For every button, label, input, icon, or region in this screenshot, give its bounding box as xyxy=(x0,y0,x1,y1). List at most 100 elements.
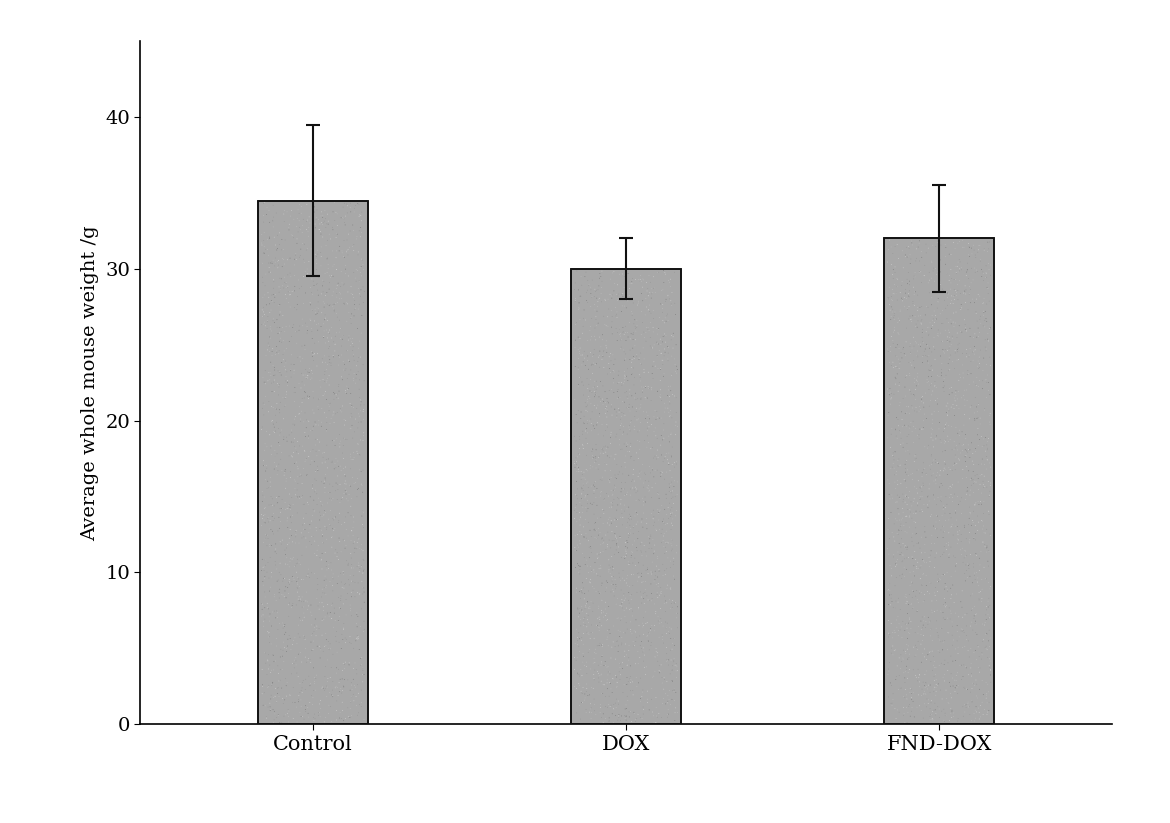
Point xyxy=(928,329,947,342)
Point xyxy=(886,602,904,615)
Point xyxy=(278,703,297,716)
Point xyxy=(283,570,302,583)
Point xyxy=(596,464,614,477)
Point xyxy=(627,319,646,332)
Point xyxy=(661,280,680,293)
Point xyxy=(603,489,621,502)
Point xyxy=(302,538,321,551)
Point xyxy=(338,249,357,262)
Point xyxy=(971,477,990,491)
Point xyxy=(882,679,901,692)
Point xyxy=(302,635,321,649)
Point xyxy=(580,384,599,398)
Point xyxy=(941,547,959,560)
Point xyxy=(308,549,326,562)
Point xyxy=(587,619,606,632)
Point xyxy=(351,434,370,447)
Point xyxy=(921,342,940,355)
Point xyxy=(928,585,947,598)
Point xyxy=(654,529,673,542)
Point xyxy=(903,551,922,565)
Point xyxy=(892,518,910,531)
Point xyxy=(935,434,954,447)
Point xyxy=(317,573,336,586)
Point xyxy=(977,481,996,494)
Point xyxy=(619,295,638,308)
Point xyxy=(329,477,347,491)
Point xyxy=(617,370,635,383)
Point xyxy=(287,488,305,501)
Point xyxy=(901,369,920,382)
Point xyxy=(956,567,975,580)
Point xyxy=(333,597,352,611)
Point xyxy=(580,632,599,645)
Point xyxy=(629,708,648,721)
Point xyxy=(261,480,280,493)
Point xyxy=(654,620,673,633)
Point xyxy=(632,416,651,429)
Point xyxy=(634,700,653,714)
Point xyxy=(649,707,668,720)
Point xyxy=(940,676,958,689)
Point xyxy=(888,514,907,528)
Point xyxy=(270,309,289,322)
Point xyxy=(952,439,971,453)
Point xyxy=(935,501,954,514)
Point xyxy=(303,424,322,437)
Point xyxy=(297,327,316,340)
Point xyxy=(343,410,362,423)
Point xyxy=(605,534,624,547)
Point xyxy=(352,253,371,266)
Point xyxy=(957,444,976,458)
Point xyxy=(896,454,915,467)
Point xyxy=(928,614,947,627)
Point xyxy=(972,573,991,586)
Point xyxy=(968,263,986,277)
Point xyxy=(339,573,358,586)
Point xyxy=(640,305,659,319)
Point xyxy=(276,709,295,722)
Point xyxy=(573,438,592,451)
Point xyxy=(352,651,371,664)
Point xyxy=(961,507,979,520)
Point xyxy=(340,225,359,238)
Point xyxy=(648,384,667,398)
Point xyxy=(289,351,308,365)
Point xyxy=(324,492,343,505)
Point xyxy=(263,676,282,689)
Point xyxy=(303,691,322,704)
Point xyxy=(922,430,941,444)
Point xyxy=(335,250,353,263)
Point xyxy=(296,594,315,607)
Point xyxy=(936,258,955,271)
Point xyxy=(916,688,935,701)
Point xyxy=(922,256,941,269)
Point xyxy=(331,594,350,607)
Point xyxy=(882,330,901,343)
Point xyxy=(569,461,587,474)
Point xyxy=(314,286,332,299)
Point xyxy=(349,706,367,719)
Point xyxy=(916,677,935,690)
Point xyxy=(270,366,289,379)
Point xyxy=(970,650,989,663)
Point xyxy=(318,672,337,685)
Point xyxy=(295,236,314,249)
Point xyxy=(890,570,909,583)
Point xyxy=(253,239,271,252)
Point xyxy=(900,509,918,523)
Point xyxy=(330,292,349,305)
Point xyxy=(308,460,326,473)
Point xyxy=(964,375,983,388)
Point xyxy=(615,371,634,384)
Point xyxy=(574,593,593,606)
Point xyxy=(255,308,274,321)
Point xyxy=(606,640,625,653)
Point xyxy=(276,234,295,247)
Point xyxy=(887,673,906,686)
Point xyxy=(942,607,961,620)
Point xyxy=(269,674,288,687)
Point xyxy=(587,524,606,537)
Point xyxy=(957,450,976,463)
Point xyxy=(890,603,909,616)
